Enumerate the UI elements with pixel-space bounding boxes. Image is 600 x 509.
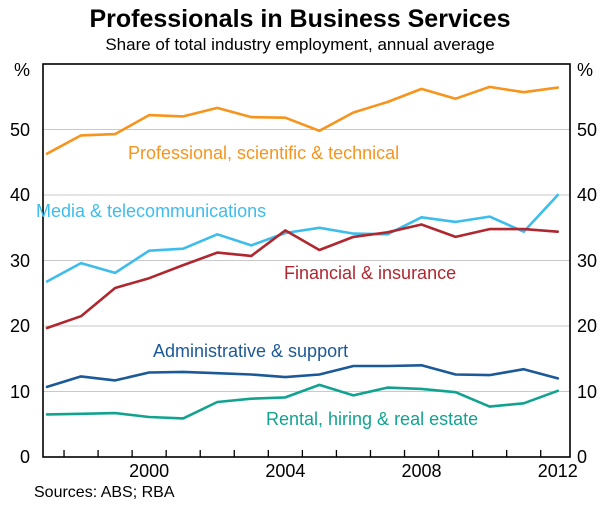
- y-tick-label-left-30: 30: [9, 250, 30, 271]
- series-line-media-telecommunications: [45, 193, 560, 283]
- y-tick-label-left-50: 50: [9, 119, 30, 140]
- chart-subtitle: Share of total industry employment, annu…: [105, 35, 495, 54]
- y-tick-label-right-50: 50: [577, 119, 598, 140]
- y-axis-unit-right: %: [577, 60, 594, 80]
- y-tick-label-right-20: 20: [577, 316, 598, 336]
- x-tick-label-2000: 2000: [129, 461, 170, 481]
- y-tick-label-left-40: 40: [9, 185, 30, 205]
- y-tick-label-right-40: 40: [577, 185, 598, 205]
- series-label-media-telecommunications: Media & telecommunications: [36, 201, 267, 221]
- y-tick-label-right-0: 0: [577, 447, 588, 467]
- series-line-rental-hiring-real-estate: [45, 383, 560, 420]
- chart-title: Professionals in Business Services: [89, 5, 511, 33]
- sources-note: Sources: ABS; RBA: [34, 484, 175, 501]
- series-label-administrative-support: Administrative & support: [153, 341, 349, 361]
- series-label-financial-insurance: Financial & insurance: [284, 263, 457, 283]
- y-axis-unit-left: %: [13, 60, 30, 80]
- y-tick-label-right-10: 10: [577, 381, 598, 402]
- axis-frame: [42, 63, 571, 458]
- series-label-professional-scientific-technical: Professional, scientific & technical: [128, 143, 400, 163]
- y-tick-label-left-0: 0: [19, 447, 30, 467]
- x-tick-label-2012: 2012: [537, 461, 578, 481]
- series-line-professional-scientific-technical: [45, 85, 560, 155]
- y-tick-label-left-10: 10: [9, 381, 30, 402]
- series-line-administrative-support: [45, 363, 560, 389]
- x-tick-label-2004: 2004: [265, 461, 306, 481]
- series-line-financial-insurance: [45, 223, 560, 330]
- y-tick-label-right-30: 30: [577, 250, 598, 271]
- series-label-rental-hiring-real-estate: Rental, hiring & real estate: [266, 409, 479, 429]
- x-tick-label-2008: 2008: [401, 461, 442, 481]
- y-tick-label-left-20: 20: [9, 316, 30, 336]
